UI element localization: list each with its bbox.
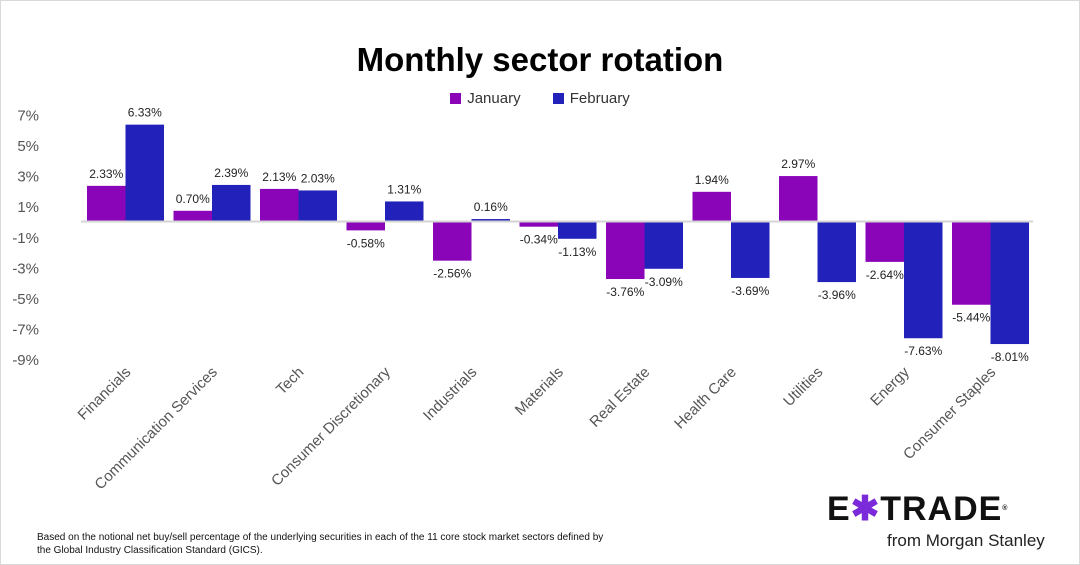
bar-february	[644, 221, 683, 269]
bar-february	[904, 221, 943, 339]
x-tick-label: Tech	[273, 364, 307, 398]
data-label: -3.09%	[645, 275, 683, 289]
legend-label-january: January	[467, 90, 521, 107]
data-label: 2.13%	[262, 170, 296, 184]
x-tick-label: Financials	[75, 364, 135, 424]
y-tick-label: -7%	[12, 322, 39, 339]
bar-january	[260, 188, 299, 222]
data-label: 2.39%	[214, 166, 248, 180]
y-tick-label: 3%	[17, 169, 39, 186]
x-tick-label: Energy	[867, 363, 913, 409]
x-tick-label: Consumer Staples	[900, 364, 999, 463]
bar-february	[298, 190, 337, 222]
x-tick-label: Industrials	[420, 364, 480, 424]
x-tick-label: Health Care	[671, 364, 740, 433]
data-label: 1.31%	[387, 182, 421, 196]
data-label: 0.16%	[474, 200, 508, 214]
data-label: 2.97%	[781, 157, 815, 171]
data-label: 2.33%	[89, 167, 123, 181]
legend-label-february: February	[569, 90, 630, 107]
bar-february	[558, 221, 597, 239]
bar-january	[779, 176, 818, 222]
data-label: -8.01%	[991, 350, 1029, 364]
data-label: 6.33%	[128, 106, 162, 120]
bar-february	[817, 221, 856, 283]
bar-january	[87, 185, 126, 222]
chart-title: Monthly sector rotation	[356, 41, 724, 78]
data-label: 2.03%	[301, 171, 335, 185]
bar-january	[606, 221, 645, 280]
y-tick-label: -3%	[12, 260, 39, 277]
data-label: -0.58%	[347, 236, 385, 250]
y-tick-label: -9%	[12, 352, 39, 369]
y-tick-label: 7%	[17, 107, 39, 124]
bar-january	[865, 221, 904, 262]
bar-january	[952, 221, 991, 305]
bar-january	[433, 221, 472, 261]
legend: January February	[1, 90, 1079, 107]
bar-january	[346, 221, 385, 231]
bar-january	[519, 221, 558, 227]
data-label: -2.64%	[866, 268, 904, 282]
etrade-logo: E✱TRADE® from Morgan Stanley	[827, 491, 1057, 551]
legend-item-january: January	[450, 90, 521, 107]
y-tick-label: -1%	[12, 230, 39, 247]
legend-swatch-january	[450, 93, 462, 104]
bar-february	[385, 201, 424, 222]
data-label: -7.63%	[904, 344, 942, 358]
y-tick-label: 1%	[17, 199, 39, 216]
bar-february	[125, 124, 164, 222]
data-label: -3.96%	[818, 288, 856, 302]
logo-tagline: from Morgan Stanley	[887, 531, 1045, 550]
y-tick-label: -5%	[12, 291, 39, 308]
legend-item-february: February	[552, 90, 630, 107]
bar-january	[692, 191, 731, 222]
x-tick-label: Real Estate	[586, 364, 653, 431]
bar-february	[212, 184, 251, 222]
bar-february	[990, 221, 1029, 345]
logo-wordmark: E✱TRADE®	[827, 490, 1009, 528]
y-tick-label: 5%	[17, 138, 39, 155]
data-label: -0.34%	[520, 233, 558, 247]
legend-swatch-february	[552, 93, 564, 104]
bar-february	[471, 219, 510, 222]
bar-february	[731, 221, 770, 278]
data-label: 1.94%	[695, 173, 729, 187]
data-label: -2.56%	[433, 267, 471, 281]
x-tick-label: Utilities	[780, 364, 826, 410]
data-label: -3.69%	[731, 284, 769, 298]
data-label: 0.70%	[176, 192, 210, 206]
bar-january	[173, 210, 212, 222]
footnote: Based on the notional net buy/sell perce…	[37, 532, 604, 556]
data-label: -5.44%	[952, 311, 990, 325]
x-tick-label: Materials	[512, 364, 567, 419]
data-label: -3.76%	[606, 285, 644, 299]
data-label: -1.13%	[558, 245, 596, 259]
